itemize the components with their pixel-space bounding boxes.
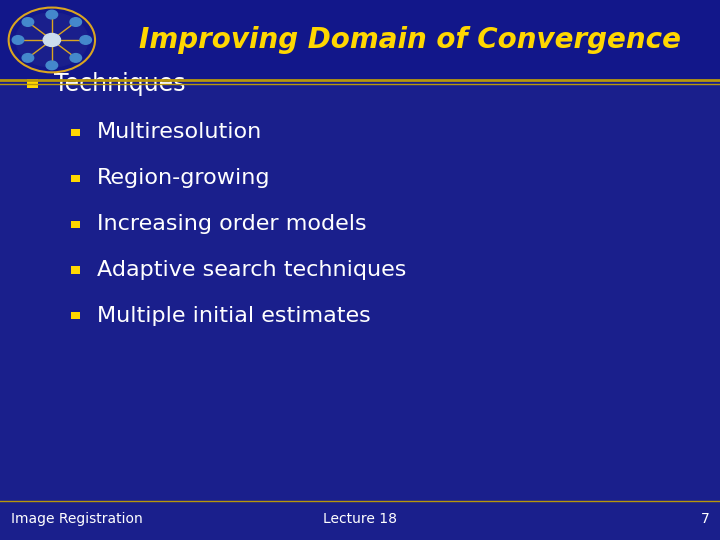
Bar — [0, 0, 720, 80]
Bar — [27, 79, 38, 88]
Text: 7: 7 — [701, 512, 709, 526]
Circle shape — [70, 53, 81, 62]
Bar — [71, 266, 80, 273]
Text: Improving Domain of Convergence: Improving Domain of Convergence — [140, 26, 681, 54]
Text: Adaptive search techniques: Adaptive search techniques — [97, 260, 407, 280]
Circle shape — [80, 36, 91, 44]
Bar — [71, 129, 80, 136]
Circle shape — [22, 18, 34, 26]
Circle shape — [70, 18, 81, 26]
Circle shape — [46, 10, 58, 19]
Text: Multiresolution: Multiresolution — [97, 122, 263, 143]
Bar — [71, 220, 80, 227]
Text: Techniques: Techniques — [54, 72, 186, 96]
Text: Lecture 18: Lecture 18 — [323, 512, 397, 526]
Circle shape — [46, 61, 58, 70]
Text: Multiple initial estimates: Multiple initial estimates — [97, 306, 371, 326]
Text: Image Registration: Image Registration — [11, 512, 143, 526]
Circle shape — [22, 53, 34, 62]
Text: Region-growing: Region-growing — [97, 168, 271, 188]
Circle shape — [43, 33, 60, 46]
Bar — [71, 175, 80, 181]
Circle shape — [12, 36, 24, 44]
Circle shape — [16, 13, 88, 67]
Bar — [71, 312, 80, 319]
Text: Increasing order models: Increasing order models — [97, 214, 366, 234]
